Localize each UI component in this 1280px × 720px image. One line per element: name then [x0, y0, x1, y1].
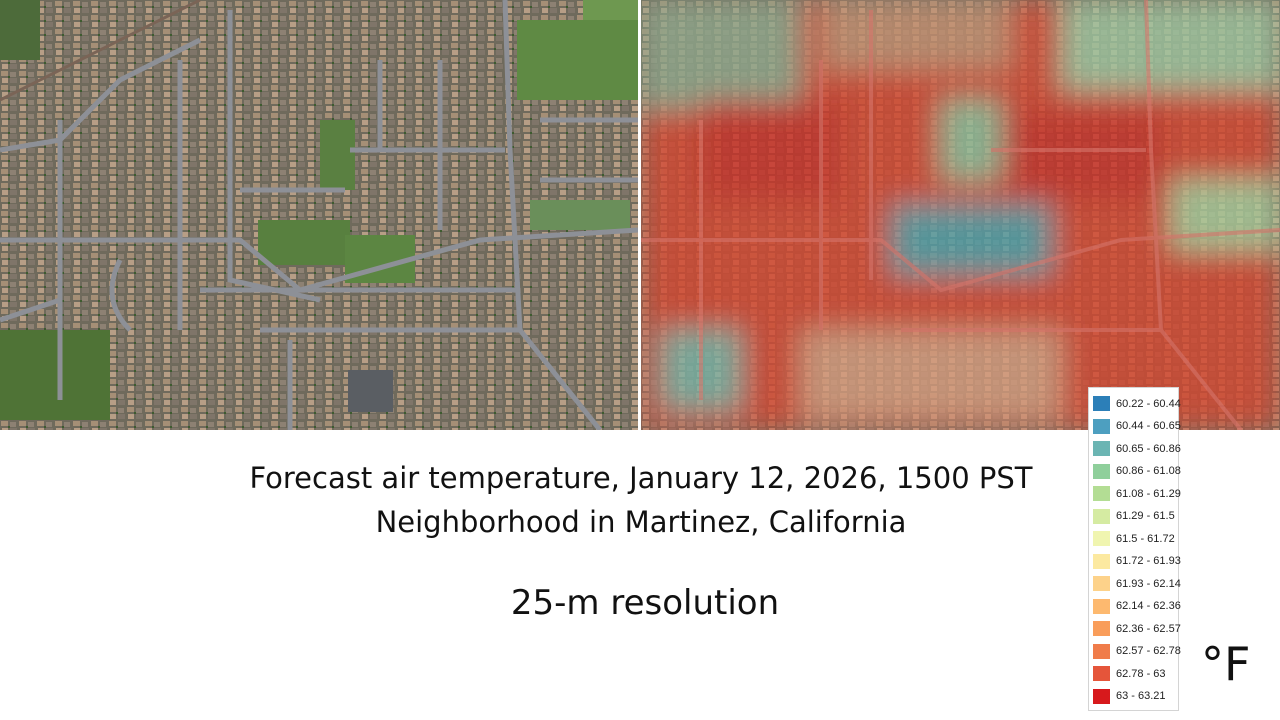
legend-label: 61.93 - 62.14: [1116, 577, 1181, 590]
legend-item: 60.22 - 60.44: [1093, 393, 1181, 414]
legend-item: 62.36 - 62.57: [1093, 618, 1181, 639]
legend-item: 61.08 - 61.29: [1093, 483, 1181, 504]
legend-swatch: [1093, 508, 1110, 524]
legend-swatch: [1093, 396, 1110, 411]
legend-label: 60.22 - 60.44: [1116, 397, 1181, 410]
legend-swatch: [1093, 418, 1110, 434]
legend-item: 61.72 - 61.93: [1093, 551, 1181, 572]
legend-label: 63 - 63.21: [1116, 690, 1166, 702]
temperature-heatmap: [641, 0, 1280, 430]
legend-label: 61.08 - 61.29: [1116, 487, 1181, 500]
legend-item: 62.57 - 62.78: [1093, 641, 1181, 662]
legend-item: 60.65 - 60.86: [1093, 438, 1181, 459]
caption-subtitle: Neighborhood in Martinez, California: [375, 505, 907, 539]
legend-label: 62.57 - 62.78: [1116, 645, 1181, 657]
legend-swatch: [1093, 688, 1110, 704]
legend-label: 61.29 - 61.5: [1116, 510, 1175, 522]
legend-label: 60.65 - 60.86: [1116, 442, 1181, 455]
legend-unit-label: °F: [1201, 637, 1251, 691]
legend-label: 60.44 - 60.65: [1116, 420, 1181, 432]
legend-swatch: [1093, 576, 1110, 591]
legend-swatch: [1093, 621, 1110, 636]
caption-title: Forecast air temperature, January 12, 20…: [249, 461, 1033, 495]
legend-label: 62.14 - 62.36: [1116, 600, 1181, 612]
legend-swatch: [1093, 666, 1110, 681]
legend-swatch: [1093, 441, 1110, 456]
legend-label: 61.72 - 61.93: [1116, 555, 1181, 567]
legend-label: 62.78 - 63: [1116, 667, 1166, 680]
legend-swatch: [1093, 463, 1110, 479]
legend-swatch: [1093, 553, 1110, 569]
legend-item: 60.86 - 61.08: [1093, 461, 1181, 482]
legend-swatch: [1093, 598, 1110, 614]
legend-item: 60.44 - 60.65: [1093, 416, 1181, 437]
legend-swatch: [1093, 531, 1110, 546]
legend-item: 61.5 - 61.72: [1093, 528, 1175, 549]
legend-label: 61.5 - 61.72: [1116, 532, 1175, 545]
aerial-image: [0, 0, 638, 430]
legend-item: 61.93 - 62.14: [1093, 573, 1181, 594]
temperature-legend: 60.22 - 60.44 60.44 - 60.65 60.65 - 60.86 6…: [1088, 387, 1181, 711]
temperature-heatmap-panel: [641, 0, 1280, 430]
legend-item: 61.29 - 61.5: [1093, 506, 1175, 527]
legend-item: 63 - 63.21: [1093, 686, 1166, 707]
legend-label: 60.86 - 61.08: [1116, 465, 1181, 477]
legend-swatch: [1093, 486, 1110, 501]
legend-item: 62.78 - 63: [1093, 663, 1166, 684]
legend-swatch: [1093, 643, 1110, 659]
legend-label: 62.36 - 62.57: [1116, 622, 1181, 635]
caption-resolution: 25-m resolution: [510, 583, 780, 623]
legend-item: 62.14 - 62.36: [1093, 596, 1181, 617]
aerial-image-panel: [0, 0, 638, 430]
